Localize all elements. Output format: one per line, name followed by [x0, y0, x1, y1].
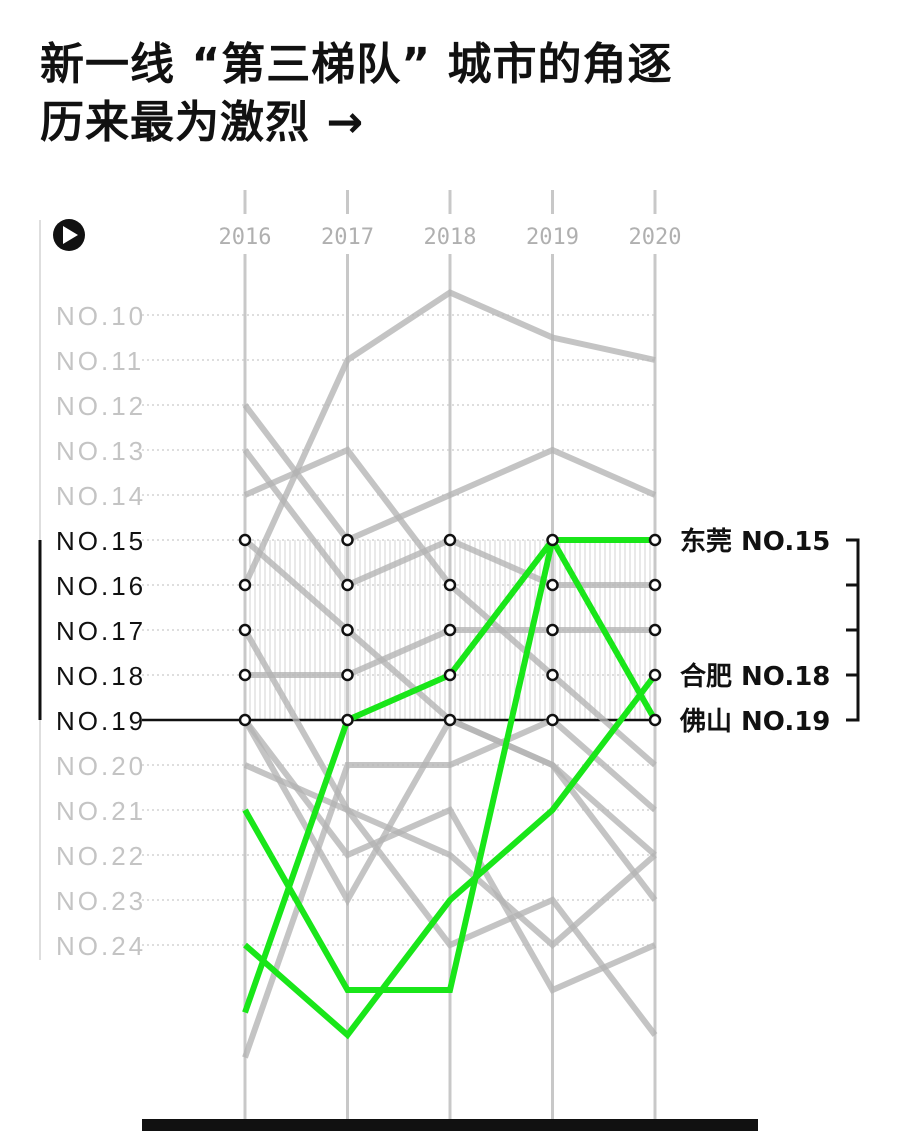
rank-marker	[341, 713, 354, 727]
rank-marker	[238, 533, 252, 547]
rank-marker	[648, 533, 662, 547]
rank-marker	[546, 713, 559, 727]
city-label-佛山: 佛山 NO.19	[679, 707, 830, 737]
rank-marker	[341, 623, 354, 637]
series-line-12	[243, 762, 658, 1037]
rank-marker	[648, 713, 662, 727]
rank-marker	[546, 533, 559, 547]
rank-marker	[341, 668, 354, 682]
title-line-1: 新一线 “第三梯队” 城市的角逐	[40, 39, 673, 90]
x-tick-label: 2020	[629, 225, 682, 250]
y-tick-label: NO.11	[56, 346, 144, 376]
y-tick-label: NO.14	[56, 481, 146, 511]
rank-marker	[341, 578, 354, 592]
rank-marker	[238, 713, 252, 727]
rank-marker	[341, 533, 354, 547]
series-line-8	[242, 289, 656, 587]
y-tick-label: NO.15	[56, 526, 146, 556]
title-line-2: 历来最为激烈 →	[40, 97, 365, 148]
rank-marker	[443, 578, 457, 592]
city-label-东莞: 东莞 NO.15	[680, 526, 830, 557]
x-tick-label: 2016	[219, 225, 272, 250]
rank-marker	[546, 578, 559, 592]
rank-marker	[238, 578, 252, 592]
y-tick-label: NO.13	[56, 436, 146, 466]
rank-marker	[443, 713, 457, 727]
rank-marker	[443, 623, 457, 637]
series-line-9	[242, 628, 657, 949]
rank-marker	[443, 668, 457, 682]
series-line-13	[242, 716, 657, 1059]
y-tick-label: NO.23	[56, 886, 146, 916]
x-tick-label: 2017	[321, 225, 374, 250]
rank-marker	[238, 623, 252, 637]
play-icon-triangle	[63, 226, 78, 244]
y-tick-label: NO.18	[56, 661, 146, 691]
rank-marker	[648, 623, 662, 637]
y-tick-label: NO.21	[56, 796, 146, 826]
y-tick-label: NO.10	[56, 301, 146, 331]
city-label-合肥: 合肥 NO.18	[680, 661, 830, 692]
y-tick-label: NO.17	[56, 616, 146, 646]
series-line-东莞	[242, 537, 655, 993]
rank-marker	[648, 578, 662, 592]
series-line-4	[242, 403, 657, 544]
y-tick-label: NO.22	[56, 841, 146, 871]
bottom-bar	[142, 1119, 758, 1131]
y-tick-label: NO.20	[56, 751, 146, 781]
y-tick-label: NO.16	[56, 571, 146, 601]
y-tick-label: NO.12	[56, 391, 146, 421]
chart-title: 新一线 “第三梯队” 城市的角逐 历来最为激烈 →	[40, 36, 800, 152]
rank-marker	[546, 623, 559, 637]
y-tick-label: NO.19	[56, 706, 146, 736]
rank-marker	[443, 533, 457, 547]
series-line-合肥	[243, 673, 658, 1040]
rank-marker	[238, 668, 252, 682]
x-tick-label: 2019	[526, 225, 579, 250]
x-tick-label: 2018	[424, 225, 477, 250]
rank-marker	[546, 668, 559, 682]
y-tick-label: NO.24	[56, 931, 146, 961]
play-icon	[53, 219, 85, 251]
rank-marker	[648, 668, 662, 682]
